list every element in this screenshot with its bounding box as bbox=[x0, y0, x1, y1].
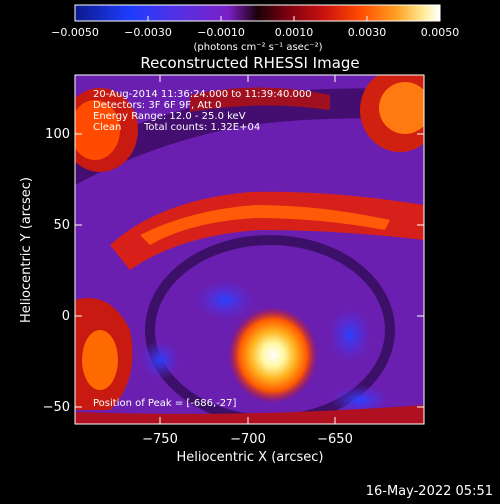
y-tick-label: 0 bbox=[62, 309, 70, 324]
x-axis bbox=[159, 75, 336, 424]
info-method: Clean bbox=[93, 122, 121, 133]
info-detectors: Detectors: 3F 6F 9F, Att 0 bbox=[93, 100, 221, 111]
y-tick-label: −50 bbox=[43, 400, 70, 415]
color-bar-gradient bbox=[74, 4, 441, 22]
reconstructed-image bbox=[75, 75, 424, 424]
colorbar-tick-label: −0.0050 bbox=[51, 26, 99, 39]
colorbar-tick-label: −0.0010 bbox=[197, 26, 245, 39]
peak-position-label: Position of Peak = [-686,-27] bbox=[93, 398, 237, 409]
x-tick-label: −750 bbox=[142, 432, 178, 447]
colorbar-tick-label: −0.0030 bbox=[124, 26, 172, 39]
x-tick-label: −700 bbox=[230, 432, 266, 447]
info-time-range: 20-Aug-2014 11:36:24.000 to 11:39:40.000 bbox=[93, 89, 312, 100]
plot-frame bbox=[74, 74, 425, 425]
footer-date: 16-May-2022 05:51 bbox=[366, 484, 493, 499]
colorbar-units: (photons cm⁻² s⁻¹ asec⁻²) bbox=[193, 42, 322, 53]
colorbar-tick-label: 0.0050 bbox=[421, 26, 460, 39]
colorbar-tick-label: 0.0030 bbox=[348, 26, 387, 39]
x-axis-label: Heliocentric X (arcsec) bbox=[177, 450, 324, 465]
info-energy: Energy Range: 12.0 - 25.0 keV bbox=[93, 111, 246, 122]
y-axis-label: Heliocentric Y (arcsec) bbox=[19, 177, 34, 323]
y-tick-label: 100 bbox=[45, 127, 70, 142]
info-block: 20-Aug-2014 11:36:24.000 to 11:39:40.000… bbox=[93, 89, 312, 133]
plot-title: Reconstructed RHESSI Image bbox=[140, 54, 359, 72]
y-axis bbox=[75, 133, 424, 408]
y-tick-label: 50 bbox=[53, 218, 70, 233]
info-counts: Total counts: 1.32E+04 bbox=[143, 122, 260, 133]
color-bar: −0.0050 −0.0030 −0.0010 0.0010 0.0030 0.… bbox=[51, 4, 460, 53]
colorbar-tick-label: 0.0010 bbox=[275, 26, 314, 39]
x-tick-label: −650 bbox=[317, 432, 353, 447]
